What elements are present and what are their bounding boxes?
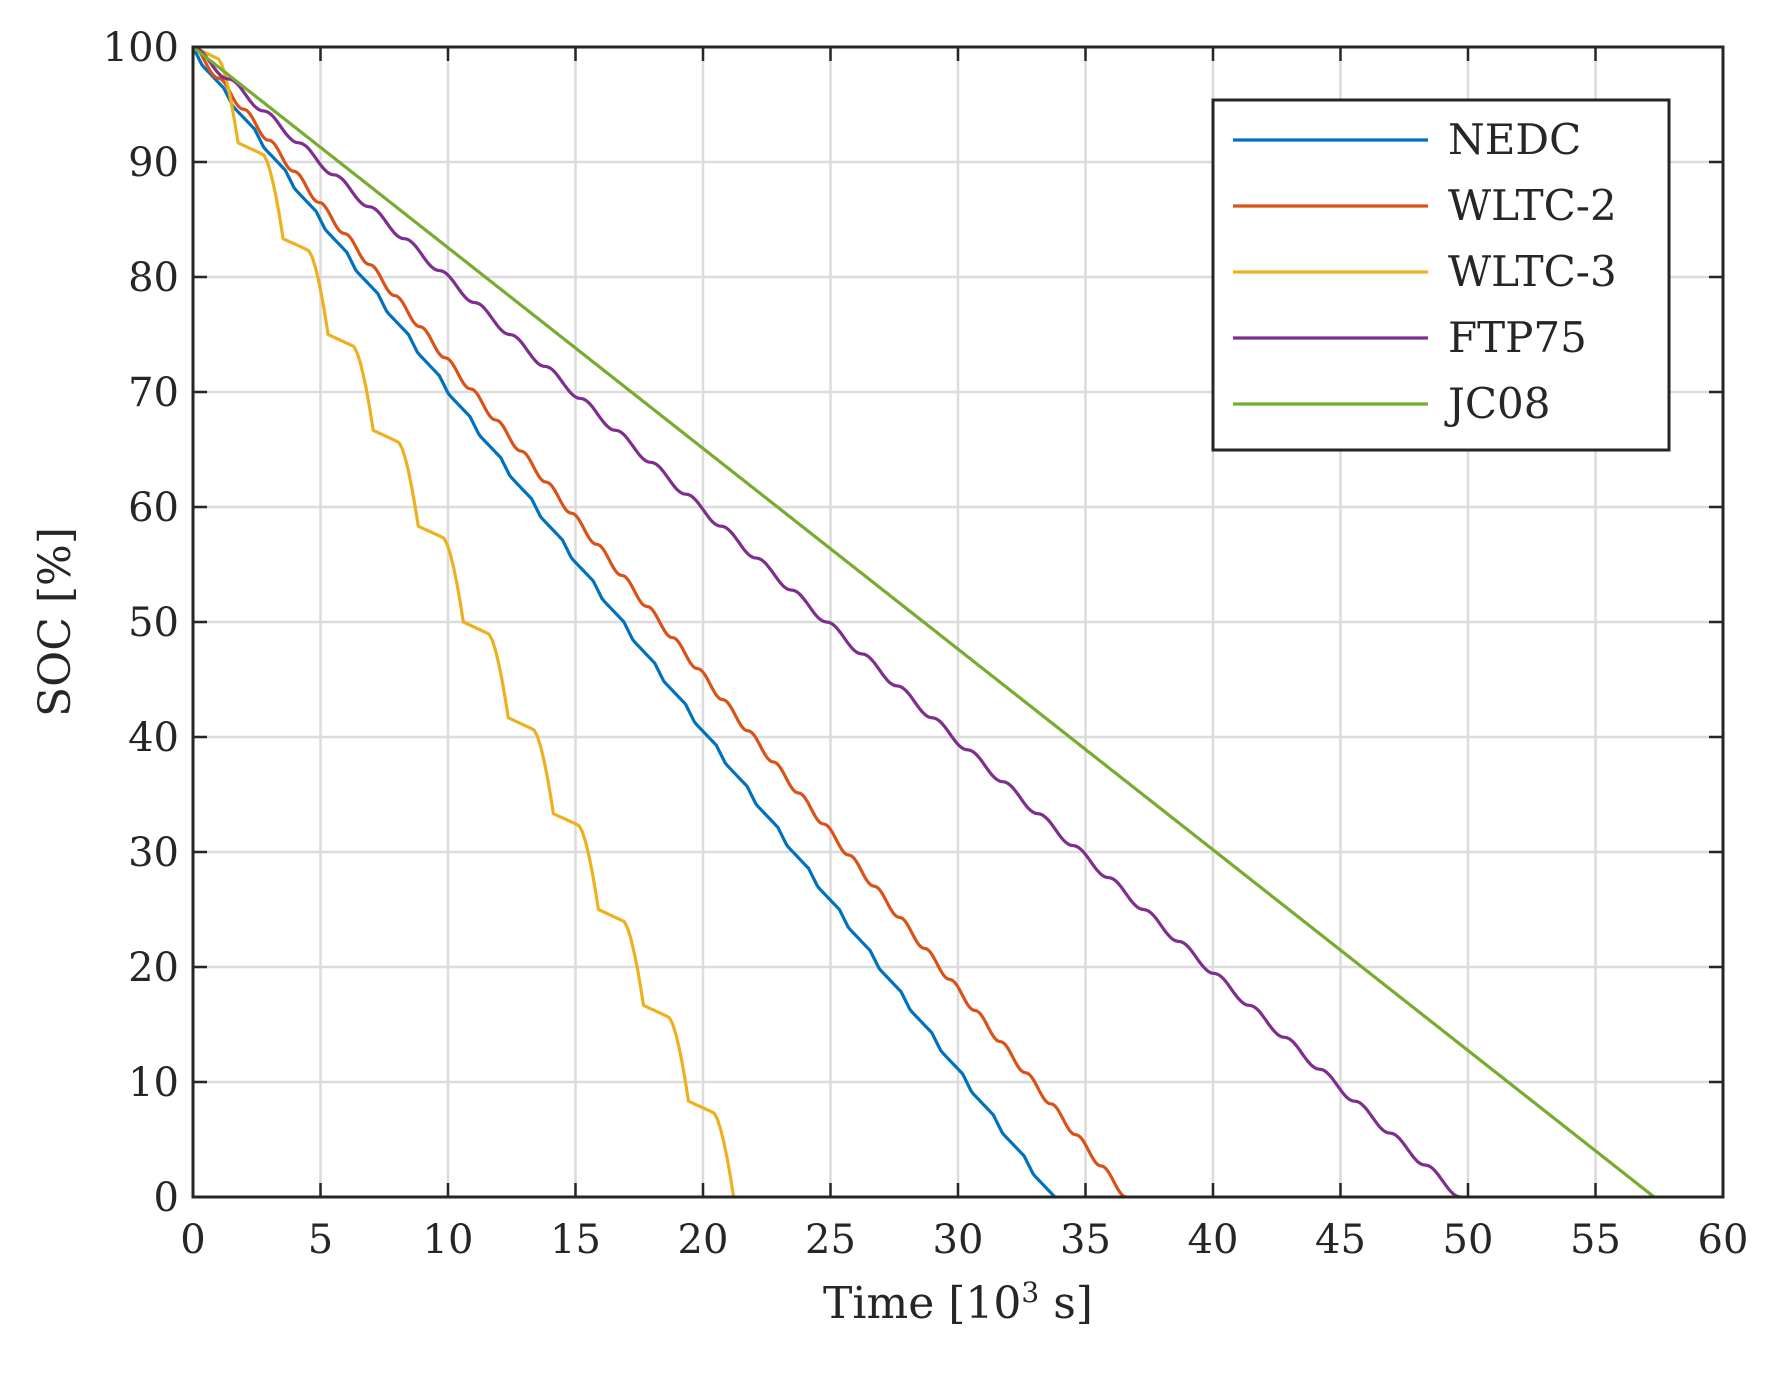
axis-ticks	[191, 45, 1725, 1199]
y-axis-title: SOC [%]	[30, 527, 81, 717]
y-tick-label: 60	[128, 485, 179, 531]
x-tick-label: 40	[1188, 1217, 1239, 1263]
y-tick-label: 0	[154, 1175, 179, 1221]
x-tick-label: 20	[678, 1217, 729, 1263]
series-line-wltc-2	[192, 45, 1127, 1199]
y-tick-label: 10	[128, 1060, 179, 1106]
y-tick-label: 90	[128, 140, 179, 186]
legend-label-nedc: NEDC	[1448, 115, 1581, 164]
x-tick-label: 10	[423, 1217, 474, 1263]
x-axis-title: Time [103 s]	[823, 1276, 1093, 1329]
series-line-wltc-3	[192, 45, 736, 1198]
series-line-jc08	[192, 45, 1656, 1199]
x-tick-label: 0	[180, 1217, 205, 1263]
series-lines	[191, 45, 1656, 1199]
y-tick-label: 100	[103, 25, 179, 71]
y-tick-label: 50	[128, 600, 179, 646]
x-tick-label: 55	[1570, 1217, 1621, 1263]
y-tick-label: 40	[128, 715, 179, 761]
legend-label-jc08: JC08	[1444, 379, 1550, 428]
x-tick-label: 45	[1315, 1217, 1366, 1263]
legend-label-wltc-3: WLTC-3	[1448, 247, 1617, 296]
legend-label-ftp75: FTP75	[1448, 313, 1587, 362]
series-line-nedc	[191, 46, 1057, 1199]
x-tick-label: 25	[805, 1217, 856, 1263]
y-tick-labels: 0 10 20 30 40 50 60 70 80 90 100	[103, 25, 179, 1221]
x-tick-label: 35	[1060, 1217, 1111, 1263]
series-line-ftp75	[192, 45, 1461, 1199]
legend: NEDC WLTC-2 WLTC-3 FTP75 JC08	[1211, 98, 1671, 452]
legend-box	[1211, 98, 1671, 452]
y-tick-label: 80	[128, 255, 179, 301]
legend-label-wltc-2: WLTC-2	[1448, 181, 1617, 230]
y-tick-label: 70	[128, 370, 179, 416]
y-tick-label: 20	[128, 945, 179, 991]
x-tick-label: 5	[308, 1217, 333, 1263]
x-tick-label: 15	[550, 1217, 601, 1263]
x-tick-label: 50	[1443, 1217, 1494, 1263]
x-tick-label: 60	[1698, 1217, 1749, 1263]
y-tick-label: 30	[128, 830, 179, 876]
x-tick-labels: 0 5 10 15 20 25 30 35 40 45 50 55 60	[180, 1217, 1748, 1263]
x-tick-label: 30	[933, 1217, 984, 1263]
